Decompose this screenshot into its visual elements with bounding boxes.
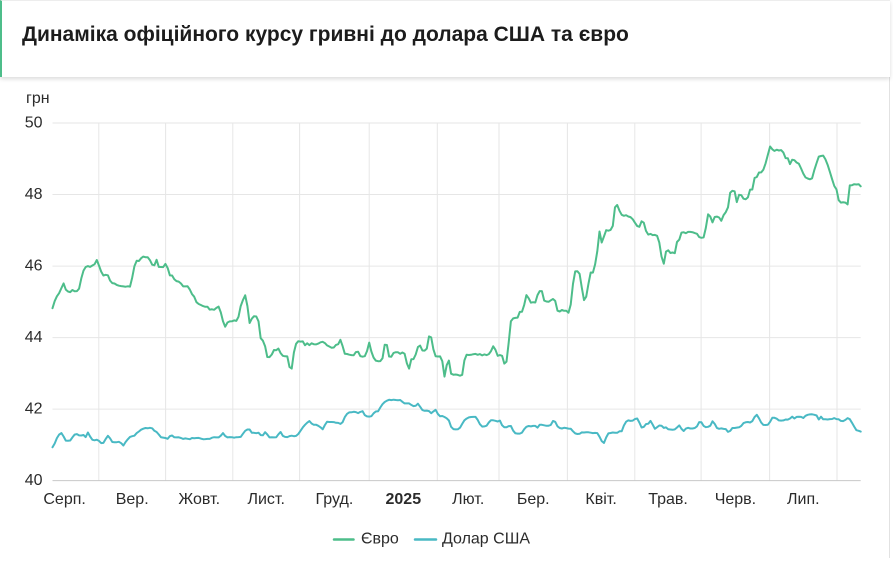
svg-text:46: 46 — [25, 258, 43, 275]
svg-text:44: 44 — [25, 329, 43, 346]
svg-text:грн: грн — [26, 90, 50, 107]
svg-text:Груд.: Груд. — [316, 491, 354, 508]
svg-text:Вер.: Вер. — [116, 491, 149, 508]
svg-text:Жовт.: Жовт. — [178, 491, 220, 508]
svg-text:Лют.: Лют. — [452, 491, 484, 508]
svg-text:Квіт.: Квіт. — [585, 491, 616, 508]
svg-text:Лист.: Лист. — [247, 491, 284, 508]
svg-text:Трав.: Трав. — [648, 491, 688, 508]
svg-text:42: 42 — [25, 401, 43, 418]
svg-text:50: 50 — [25, 115, 43, 132]
svg-text:2025: 2025 — [386, 491, 422, 508]
svg-text:Черв.: Черв. — [715, 491, 756, 508]
svg-text:Лип.: Лип. — [787, 491, 820, 508]
svg-text:48: 48 — [25, 186, 43, 203]
svg-text:40: 40 — [25, 472, 43, 489]
svg-text:Бер.: Бер. — [517, 491, 550, 508]
svg-text:Євро: Євро — [361, 531, 399, 548]
svg-text:Серп.: Серп. — [43, 491, 85, 508]
svg-text:Долар США: Долар США — [442, 531, 530, 548]
